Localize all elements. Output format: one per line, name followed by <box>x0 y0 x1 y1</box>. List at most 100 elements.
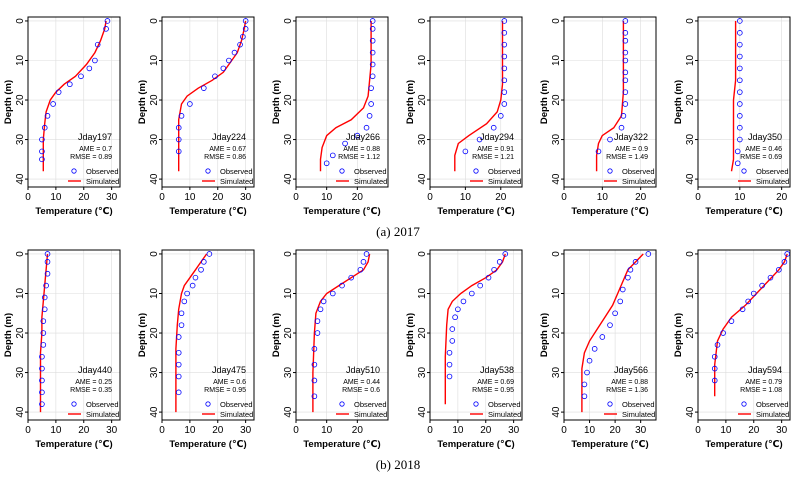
legend-simulated-label: Simulated <box>354 410 387 419</box>
x-axis-label: Temperature (℃) <box>169 439 246 450</box>
observed-point <box>348 274 355 281</box>
legend-observed-marker <box>339 401 345 407</box>
observed-point <box>369 37 376 44</box>
y-tick-label: 10 <box>149 54 160 66</box>
x-tick-label: 10 <box>584 425 596 436</box>
x-tick-label: 10 <box>50 192 62 203</box>
x-axis-label: Temperature (℃) <box>35 439 112 450</box>
ame-label: AME = 0.25 <box>75 379 112 386</box>
observed-point <box>368 101 374 107</box>
observed-point <box>369 73 376 80</box>
panel-jday440: 0 10 20 30 0 10 20 30 40 Temperature (℃) Depth (m)… <box>3 249 121 450</box>
observed-point <box>240 33 246 40</box>
observed-point <box>178 310 185 317</box>
legend-simulated-label: Simulated <box>86 177 119 186</box>
y-tick-label: 0 <box>15 18 26 24</box>
y-axis-label: Depth (m) <box>137 80 148 124</box>
ame-label: AME = 0.9 <box>615 146 648 153</box>
observed-point <box>44 113 51 119</box>
y-tick-label: 40 <box>551 173 562 185</box>
legend-observed-label: Observed <box>488 167 521 176</box>
observed-point <box>490 124 497 131</box>
x-tick-label: 0 <box>695 425 701 436</box>
observed-point <box>784 251 791 257</box>
observed-point <box>734 148 741 155</box>
observed-point <box>339 282 345 289</box>
jday-label: Jday566 <box>614 365 648 375</box>
legend-simulated-label: Simulated <box>220 410 253 419</box>
y-axis-label: Depth (m) <box>673 80 684 124</box>
rmse-label: RMSE = 1.21 <box>472 154 514 161</box>
observed-point <box>617 298 624 305</box>
observed-point <box>39 401 45 407</box>
observed-point <box>175 349 182 356</box>
observed-point <box>94 41 101 48</box>
observed-point <box>67 81 73 88</box>
panel-jday538: 0 10 20 30 0 10 20 30 40 Temperature (℃) Depth (m)… <box>405 249 523 450</box>
observed-point <box>737 101 743 107</box>
legend-simulated-label: Simulated <box>756 177 789 186</box>
legend-simulated-label: Simulated <box>488 177 521 186</box>
rmse-label: RMSE = 1.36 <box>606 387 648 394</box>
observed-point <box>78 73 84 80</box>
x-tick-label: 20 <box>212 192 224 203</box>
observed-point <box>711 377 718 384</box>
plot-frame <box>429 249 523 421</box>
legend-simulated-label: Simulated <box>756 410 789 419</box>
observed-point <box>39 365 45 372</box>
legend-observed-label: Observed <box>756 400 789 409</box>
legend-observed-label: Observed <box>756 167 789 176</box>
plot-frame <box>563 249 657 421</box>
legend-observed-marker <box>339 168 345 174</box>
legend-observed-marker <box>607 401 613 407</box>
observed-point <box>41 124 48 131</box>
caption-2018: (b) 2018 <box>376 457 420 472</box>
x-tick-label: 20 <box>748 425 760 436</box>
observed-point <box>622 30 629 36</box>
observed-point <box>737 89 743 95</box>
legend-observed-marker <box>71 401 77 407</box>
observed-point <box>622 77 629 84</box>
y-tick-label: 30 <box>685 134 696 146</box>
observed-point <box>220 65 227 72</box>
y-tick-label: 0 <box>15 251 26 257</box>
plot-frame <box>27 249 121 421</box>
y-tick-label: 30 <box>551 134 562 146</box>
observed-point <box>485 274 492 281</box>
observed-point <box>104 18 111 24</box>
observed-point <box>175 389 182 396</box>
observed-point <box>363 251 370 257</box>
y-tick-label: 30 <box>417 367 428 379</box>
ame-label: AME = 0.88 <box>343 146 380 153</box>
y-tick-label: 10 <box>15 287 26 299</box>
observed-point <box>201 85 207 91</box>
observed-point <box>446 361 453 368</box>
observed-point <box>39 377 45 384</box>
observed-point <box>737 30 743 36</box>
y-axis-label: Depth (m) <box>673 313 684 357</box>
simulated-line <box>730 21 737 172</box>
observed-point <box>622 37 629 44</box>
y-tick-label: 20 <box>417 94 428 106</box>
y-tick-label: 0 <box>283 251 294 257</box>
observed-point <box>212 73 218 80</box>
legend-observed-marker <box>607 168 613 174</box>
observed-point <box>452 314 458 321</box>
observed-point <box>711 365 718 372</box>
observed-point <box>323 160 330 167</box>
observed-point <box>462 148 469 155</box>
y-tick-label: 20 <box>551 327 562 339</box>
rmse-label: RMSE = 1.08 <box>740 387 782 394</box>
x-axis-label: Temperature (℃) <box>303 439 380 450</box>
observed-point <box>39 136 45 143</box>
observed-point <box>622 89 629 95</box>
observed-point <box>446 373 453 380</box>
y-tick-label: 20 <box>551 94 562 106</box>
legend-observed-label: Observed <box>86 167 119 176</box>
observed-point <box>618 124 625 131</box>
observed-point <box>632 259 639 265</box>
observed-point <box>369 18 376 24</box>
panel-jday322: 0 10 20 0 10 20 30 40 Temperature (℃) Depth (m) Jd… <box>539 16 657 217</box>
y-tick-label: 20 <box>283 327 294 339</box>
x-tick-label: 0 <box>427 192 433 203</box>
